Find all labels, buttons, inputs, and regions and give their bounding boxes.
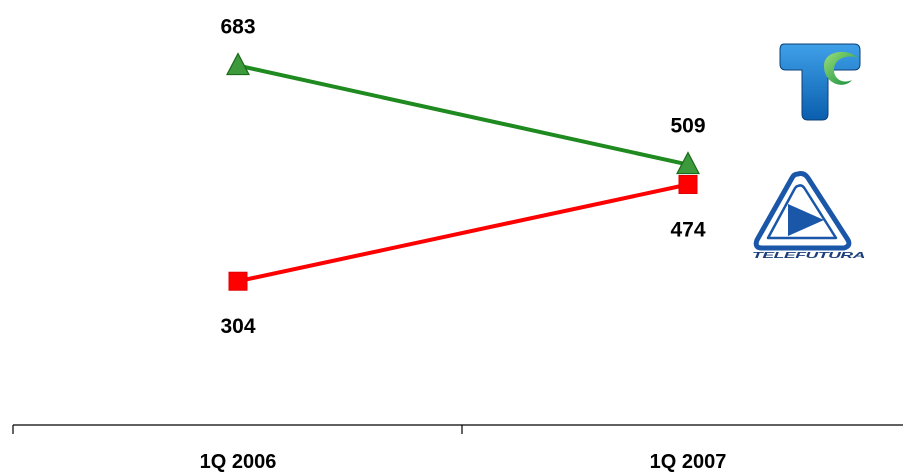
series-line: [237, 182, 689, 284]
data-label: 304: [220, 315, 255, 338]
data-label: 474: [670, 218, 705, 241]
telefutura-logo-caption: TELEFUTURA: [752, 251, 866, 260]
x-axis: [12, 424, 903, 434]
telefutura-logo: TELEFUTURA: [752, 171, 866, 260]
triangle-point: [676, 151, 700, 175]
square-point: [678, 174, 698, 194]
triangle-point: [226, 52, 250, 76]
series-line: [237, 63, 689, 167]
telemundo-style-t-logo: [779, 43, 861, 121]
square-point: [228, 271, 248, 291]
x-tick-label: 1Q 2006: [200, 451, 277, 472]
data-labels: 683 509 304 474: [220, 16, 705, 339]
data-label: 683: [220, 16, 255, 39]
x-tick-label: 1Q 2007: [650, 451, 727, 472]
x-axis-tick-labels: 1Q 2006 1Q 2007: [200, 451, 727, 472]
series-layer: [226, 52, 700, 291]
data-label: 509: [670, 115, 705, 138]
